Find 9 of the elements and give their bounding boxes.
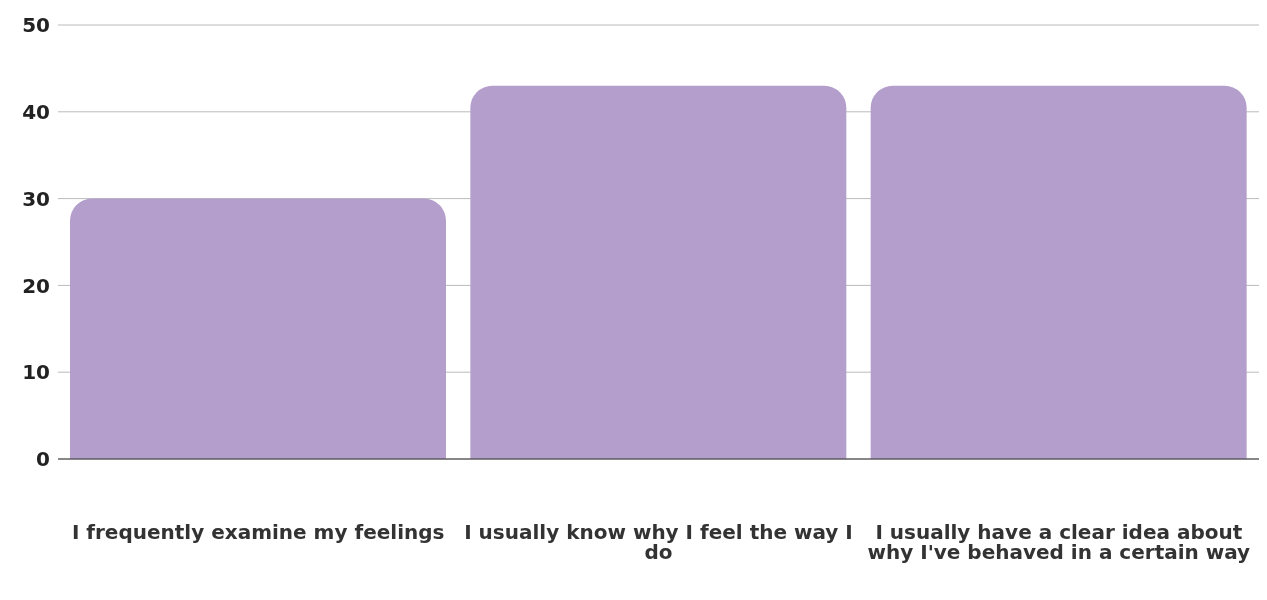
y-tick-label: 10 xyxy=(22,360,50,385)
y-tick-label: 50 xyxy=(22,13,50,38)
y-tick-label: 20 xyxy=(22,273,50,298)
x-tick-label: I usually have a clear idea about why I've behaved in a certain way xyxy=(867,520,1251,565)
x-tick-label: I usually know why I feel the way I do xyxy=(464,520,853,565)
y-tick-label: 40 xyxy=(22,99,50,124)
y-tick-label: 30 xyxy=(22,186,50,211)
x-tick-label: I frequently examine my feelings xyxy=(71,520,445,545)
y-tick-label: 0 xyxy=(36,447,50,472)
